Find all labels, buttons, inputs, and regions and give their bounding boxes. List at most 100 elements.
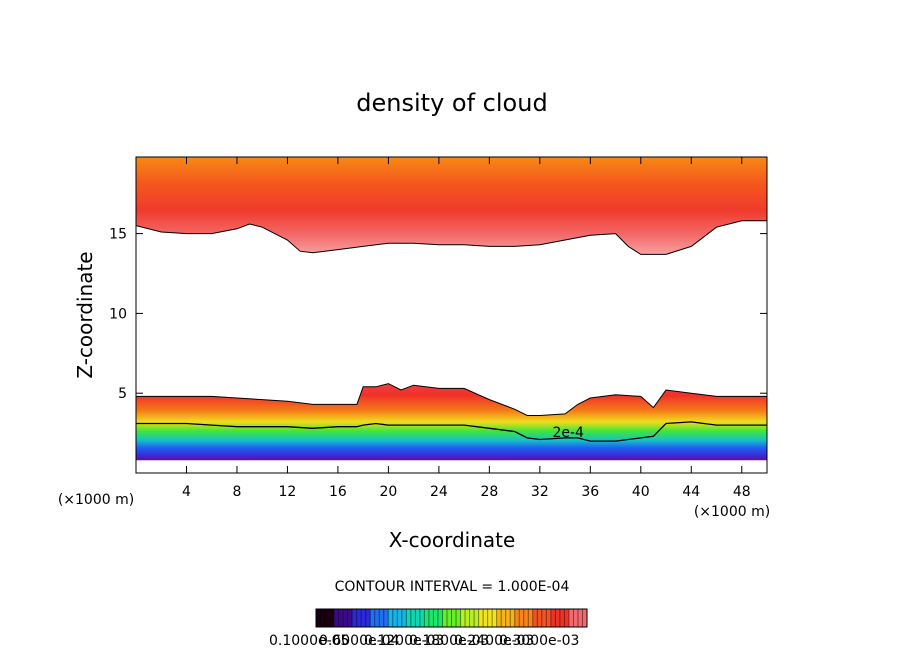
x-tick-label: 24 [430,484,448,500]
x-tick-label: 48 [733,484,751,500]
colorbar-swatch [519,609,525,627]
colorbar-swatch [546,609,552,627]
x-tick-label: 20 [379,484,397,500]
x-tick-label: 44 [682,484,700,500]
colorbar-swatch [320,609,326,627]
colorbar-swatch [487,609,493,627]
contour-interval-text: CONTOUR INTERVAL = 1.000E-04 [335,579,570,595]
contour-line-2e-4 [136,421,767,442]
colorbar-frame [315,608,588,628]
colorbar-swatch [501,609,506,627]
lower-cloud-layer [136,383,767,461]
colorbar-swatch [528,609,534,627]
y-tick-label: 15 [109,227,127,243]
colorbar-swatch [361,609,366,627]
colorbar-swatch [505,609,511,627]
colorbar-swatch [388,609,394,627]
contour-label: 2e-4 [552,425,584,441]
colorbar-swatch [329,609,335,627]
lower-layer-outline [136,383,767,416]
colorbar-swatch [446,609,452,627]
colorbar-swatch [415,609,421,627]
colorbar-tick-label: 0.2400e-03 [454,633,534,649]
colorbar-swatch [325,609,330,627]
plot-frame [135,156,768,474]
colorbar-swatch [456,609,461,627]
colorbar-swatch [406,609,412,627]
colorbar-swatch [483,609,488,627]
colorbar-swatch [537,609,543,627]
x-tick-label: 12 [279,484,297,500]
colorbar-swatch [460,609,466,627]
colorbar-swatch [433,609,439,627]
colorbar-swatch [347,609,353,627]
colorbar-swatch [437,609,443,627]
colorbar-swatch [352,609,357,627]
colorbar-swatch [573,609,579,627]
colorbar-swatch [541,609,547,627]
upper-cloud-layer [136,157,767,255]
colorbar-swatch [428,609,434,627]
colorbar-swatch [582,609,588,627]
colorbar-swatch [465,609,470,627]
colorbar-overlap-labels: 0.6000e-040.1200e-030.1800e-030.2400e-03… [319,633,579,649]
colorbar-swatch [356,609,362,627]
colorbar-swatch [343,609,348,627]
colorbar-swatch [568,609,574,627]
colorbar-swatch [564,609,570,627]
x-axis-label: X-coordinate [389,528,516,552]
colorbar-swatch [523,609,529,627]
colorbar-swatch [474,609,479,627]
y-axis-ticks: 5 10 15 [109,227,767,402]
colorbar [315,609,588,627]
y-tick-label: 10 [109,306,127,322]
colorbar-swatch [419,609,425,627]
colorbar-swatch [532,609,538,627]
colorbar-swatch [559,609,565,627]
colorbar-swatch [397,609,403,627]
chart-title: density of cloud [356,89,547,117]
colorbar-swatch [510,609,516,627]
colorbar-swatch [492,609,497,627]
colorbar-swatch [514,609,520,627]
colorbar-swatch [374,609,380,627]
colorbar-swatch [401,609,407,627]
colorbar-tick-label: 0.3000e-03 [499,633,579,649]
colorbar-swatch [550,609,556,627]
colorbar-tick-label: 0.1200e-03 [364,633,444,649]
x-tick-label: 4 [182,484,191,500]
colorbar-label: 0.1000e-05 [269,633,349,649]
colorbar-tick-label: 0.6000e-04 [319,633,400,649]
colorbar-swatch [338,609,344,627]
y-axis-label: Z-coordinate [73,251,97,378]
colorbar-swatch [451,609,457,627]
x-tick-label: 8 [232,484,241,500]
colorbar-swatch [442,609,448,627]
colorbar-swatch [392,609,398,627]
upper-layer-outline [136,220,767,255]
x-tick-label: 36 [581,484,599,500]
y-tick-label: 5 [118,386,127,402]
colorbar-swatch [379,609,385,627]
colorbar-swatch [370,609,376,627]
colorbar-swatch [334,609,339,627]
x-tick-label: 16 [329,484,347,500]
x-tick-label: 28 [480,484,498,500]
colorbar-swatch [424,609,430,627]
colorbar-swatch [555,609,561,627]
x-unit-left: (×1000 m) [58,492,134,508]
colorbar-swatch [577,609,583,627]
colorbar-swatch [383,609,389,627]
x-axis-ticks: 4 8 12 16 20 24 28 32 36 40 44 48 [182,157,751,500]
colorbar-tick-label: 0.1800e-03 [409,633,489,649]
colorbar-swatch [496,609,502,627]
x-tick-label: 32 [531,484,549,500]
colorbar-swatch [365,609,371,627]
colorbar-swatch [410,609,416,627]
colorbar-swatch [469,609,475,627]
x-tick-label: 40 [632,484,650,500]
colorbar-swatch [316,609,321,627]
colorbar-swatch [478,609,484,627]
x-unit-right: (×1000 m) [694,504,770,520]
